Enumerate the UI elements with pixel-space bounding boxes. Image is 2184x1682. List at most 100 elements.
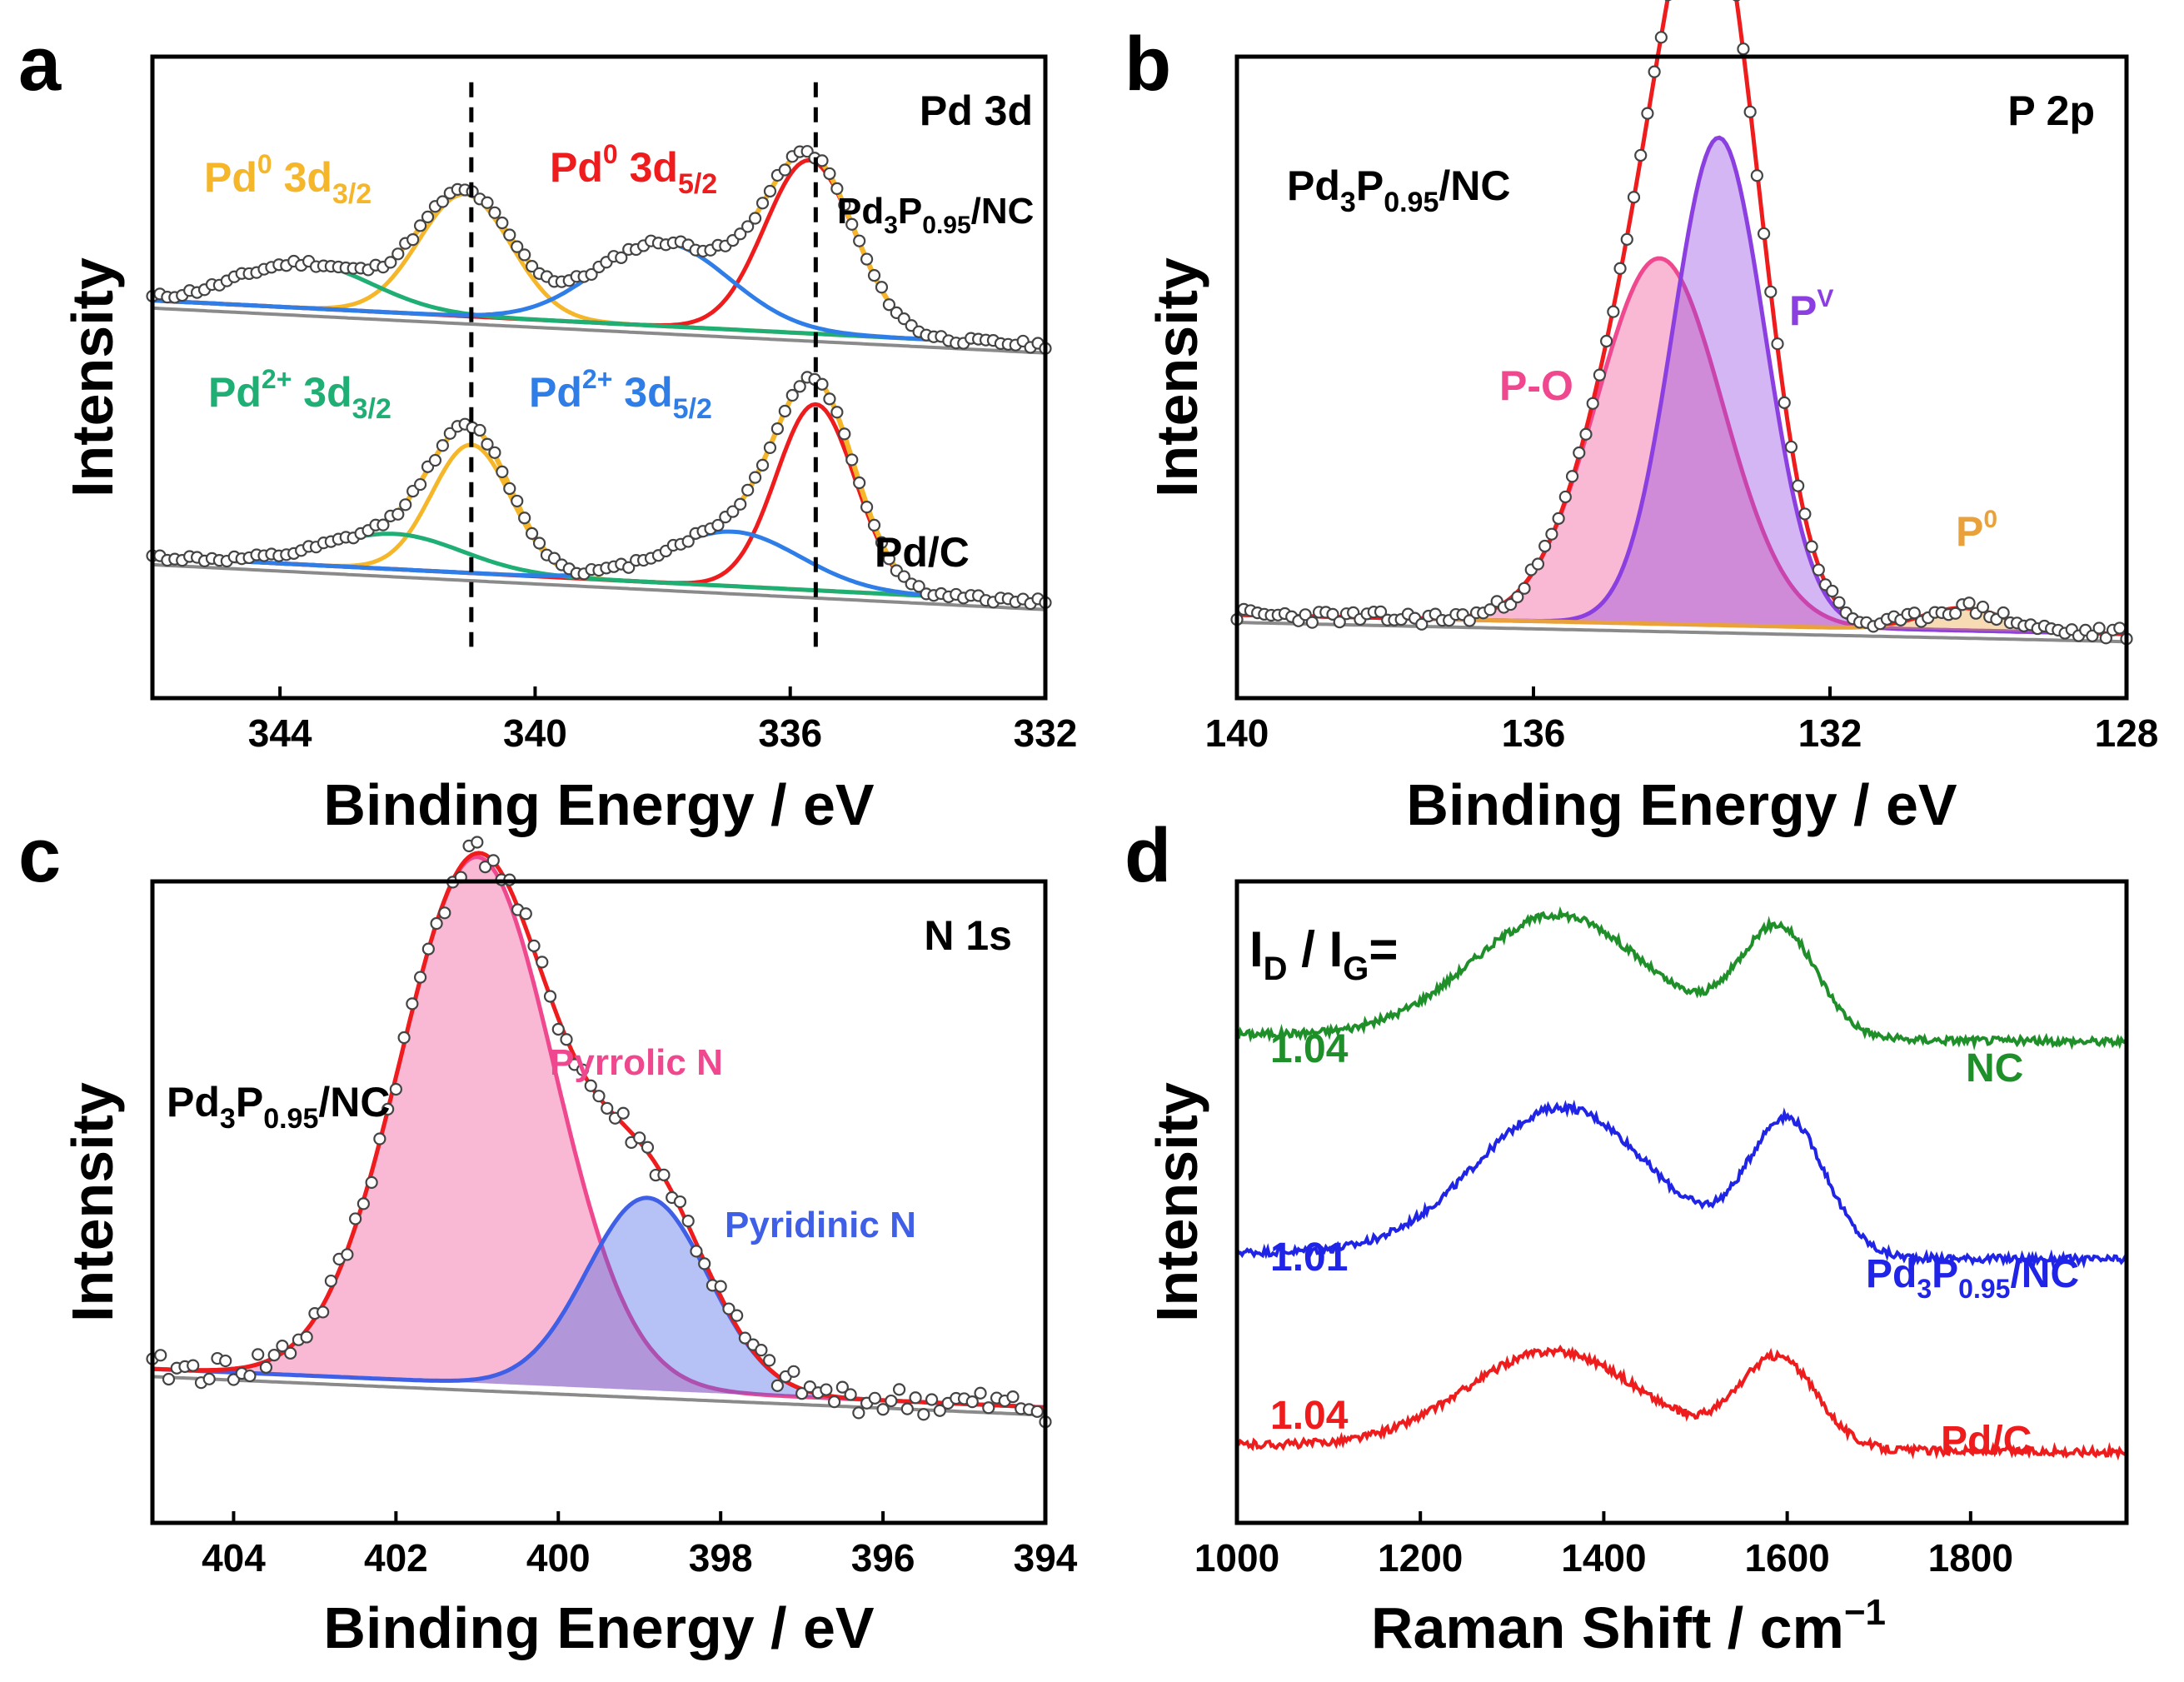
data-point <box>391 507 405 521</box>
panel-b-title: P 2p <box>2007 87 2095 134</box>
data-point <box>438 906 451 920</box>
data-point <box>1949 606 1962 620</box>
data-point <box>227 1373 241 1386</box>
data-point <box>1573 446 1586 460</box>
component-area <box>1237 137 2127 635</box>
data-point <box>1600 334 1613 348</box>
data-point <box>830 182 844 196</box>
data-point <box>481 196 494 209</box>
data-point <box>1463 614 1476 627</box>
data-point <box>885 1394 898 1408</box>
data-point <box>471 836 484 849</box>
data-point <box>284 1346 297 1360</box>
data-point <box>1737 42 1750 56</box>
panel-b-plot-area <box>1230 0 2133 646</box>
data-point <box>324 1274 337 1288</box>
data-point <box>243 1369 257 1383</box>
data-point <box>503 482 516 496</box>
data-point <box>1613 262 1627 275</box>
data-point <box>860 252 874 266</box>
data-point <box>1518 581 1531 595</box>
data-point <box>187 1359 200 1372</box>
panel-c-tick-label: 400 <box>526 1536 591 1580</box>
data-point <box>882 552 896 566</box>
panel-a-tick-label: 336 <box>758 711 822 755</box>
panel-a-frame <box>150 54 1048 701</box>
data-point <box>436 195 450 208</box>
background-line <box>152 1375 1046 1417</box>
data-point <box>357 1197 370 1210</box>
data-point <box>741 483 755 497</box>
component-area <box>152 856 1045 1408</box>
data-point <box>1907 606 1921 620</box>
label-pd0-3d32: Pd0 3d3/2 <box>204 149 371 210</box>
data-point <box>1743 105 1757 118</box>
data-point <box>875 536 889 549</box>
data-point <box>845 453 859 467</box>
panel-d-ratio-label: ID / IG= <box>1249 921 1398 987</box>
data-point <box>748 471 762 484</box>
data-point <box>853 234 866 247</box>
data-point <box>384 256 397 269</box>
data-point <box>202 1372 216 1385</box>
panel-b-sample-label: Pd3P0.95/NC <box>1287 162 1510 218</box>
data-point <box>421 210 435 223</box>
data-point <box>730 1309 744 1322</box>
data-point <box>389 1082 402 1096</box>
background-line <box>152 306 1046 355</box>
data-point <box>681 1215 695 1228</box>
data-point <box>1565 470 1579 483</box>
ratio-pdc: 1.04 <box>1270 1394 1349 1438</box>
data-point <box>1006 1390 1020 1404</box>
label-pd2-3d52: Pd2+ 3d5/2 <box>529 364 712 425</box>
data-point <box>1792 479 1805 492</box>
data-point <box>421 942 435 956</box>
data-point <box>473 423 486 437</box>
data-point <box>1805 540 1818 553</box>
data-point <box>381 1102 395 1116</box>
panel-b-x-ticks: 140 136 132 128 <box>1205 686 2158 755</box>
data-point <box>770 422 785 436</box>
data-point <box>1997 606 2010 620</box>
data-point <box>698 1257 711 1270</box>
data-point <box>601 1101 614 1115</box>
data-point <box>657 1168 671 1181</box>
panel-a-x-label: Binding Energy / eV <box>323 772 875 837</box>
series-label-nc: NC <box>1966 1046 2023 1091</box>
data-point <box>376 518 390 532</box>
panel-b-x-label: Binding Energy / eV <box>1406 772 1957 837</box>
data-point <box>690 1245 703 1258</box>
data-point <box>525 527 539 540</box>
raman-spectrum-line <box>1235 1099 2128 1270</box>
data-point <box>276 1340 289 1353</box>
panel-d-tick-label: 1200 <box>1378 1536 1463 1580</box>
data-point <box>406 233 420 247</box>
panel-b-tick-label: 140 <box>1205 711 1269 755</box>
data-point <box>828 1395 841 1409</box>
panel-c-plot-area <box>146 836 1052 1429</box>
data-point <box>576 1063 590 1076</box>
data-point <box>1757 227 1771 241</box>
data-point <box>1326 607 1339 621</box>
data-point <box>1333 616 1346 629</box>
data-point <box>1620 232 1633 246</box>
panel-c-tick-label: 394 <box>1014 1536 1078 1580</box>
data-point <box>406 997 419 1011</box>
data-point <box>714 1280 727 1293</box>
data-point <box>481 437 494 451</box>
data-point <box>443 427 456 440</box>
data-point <box>823 167 836 181</box>
panel-c-frame <box>150 879 1048 1525</box>
data-point <box>1511 591 1524 604</box>
data-point <box>1593 368 1607 382</box>
data-point <box>1976 600 1990 614</box>
data-point <box>1374 605 1388 618</box>
panel-a-y-label: Intensity <box>60 257 125 497</box>
data-point <box>397 1031 411 1045</box>
panel-c-tick-label: 396 <box>851 1536 915 1580</box>
label-p0: P0 <box>1956 506 1997 555</box>
ratio-nc: 1.04 <box>1270 1027 1349 1071</box>
panel-a-tick-label: 332 <box>1014 711 1078 755</box>
data-point <box>391 247 405 261</box>
ratio-pd3p: 1.01 <box>1270 1235 1348 1280</box>
